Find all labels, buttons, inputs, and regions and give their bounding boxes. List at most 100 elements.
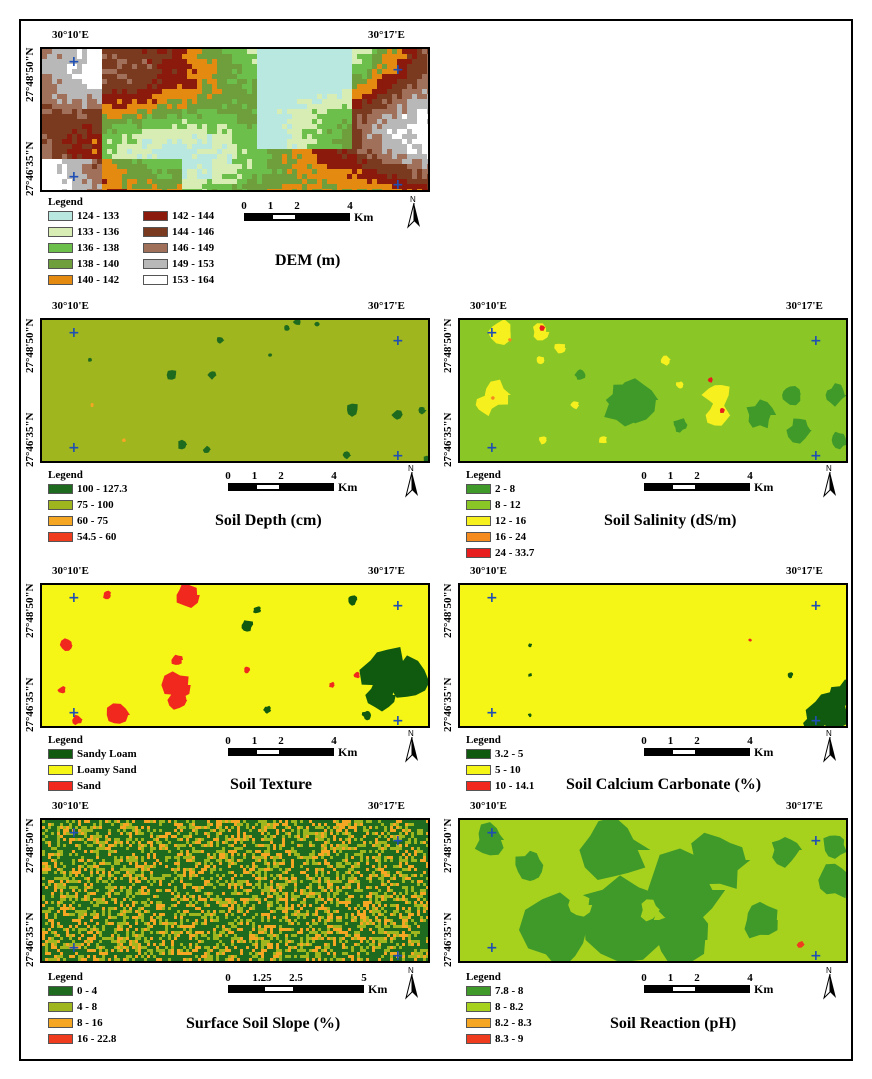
map-region [253,606,261,614]
scale-tick-label: 4 [331,735,337,747]
map-region [361,710,372,721]
map-region [574,369,586,380]
legend-swatch [466,516,491,527]
map-dem [40,47,430,192]
legend-label: 8 - 8.2 [495,1001,524,1013]
legend-swatch [48,986,73,997]
grid-cross-icon: + [392,713,404,729]
scale-unit: Km [754,480,774,494]
latitude-label-bottom: 27°46'35"N [442,677,454,732]
map-region [88,357,93,362]
latitude-label-bottom: 27°46'35"N [24,912,36,967]
grid-cross-icon: + [68,54,80,70]
legend-label: 8 - 16 [77,1017,103,1029]
map-region [691,832,751,889]
legend-item: 24 - 33.7 [466,547,534,559]
legend-item: 138 - 140 [48,258,119,270]
latitude-label-bottom: 27°46'35"N [442,912,454,967]
legend-title: Legend [48,734,83,746]
grid-cross-icon: + [486,705,498,721]
map-region [771,837,803,868]
scale-tick-label: 0 [225,470,231,482]
map-region [539,325,546,331]
north-arrow-icon: N [822,464,838,498]
map-region [475,394,496,417]
legend-label: 136 - 138 [77,242,120,254]
legend-item: 7.8 - 8 [466,985,523,997]
scale-bar: 0 1 2 4 Km [225,735,364,761]
legend-item: 3.2 - 5 [466,748,523,760]
longitude-label-left: 30°10'E [470,565,507,577]
map-region [533,876,548,893]
grid-cross-icon: + [486,825,498,841]
scale-unit: Km [754,982,774,996]
latitude-label-top: 27°48'50"N [442,818,454,873]
legend-label: 100 - 127.3 [77,483,128,495]
map-region [707,377,713,383]
north-label: N [826,966,832,975]
grid-cross-icon: + [392,333,404,349]
legend-swatch [48,781,73,792]
legend-item: 133 - 136 [48,226,119,238]
map-region [292,320,301,325]
scale-tick-label: 2 [694,735,700,747]
legend-item: 146 - 149 [143,242,214,254]
map-region [722,916,739,932]
latitude-label-bottom: 27°46'35"N [24,677,36,732]
map-background [42,585,428,726]
legend-label: 7.8 - 8 [495,985,524,997]
scale-bar: 0 1.25 2.5 5 Km [225,972,394,998]
longitude-label-left: 30°10'E [52,29,89,41]
scale-tick-label: 1 [667,972,674,984]
legend-label: 153 - 164 [172,274,215,286]
latitude-label-bottom: 27°46'35"N [442,412,454,467]
map-region [748,638,753,642]
map-texture [40,583,430,728]
scale-bar: 0 1 2 4 Km [241,200,380,226]
longitude-label-left: 30°10'E [52,800,89,812]
map-region [241,620,254,632]
grid-cross-icon: + [392,598,404,614]
scale-tick-label: 1 [251,470,258,482]
legend-label: Sand [77,780,101,792]
map-region [284,324,290,331]
map-region [675,381,684,389]
legend-item: 136 - 138 [48,242,119,254]
map-region [90,402,94,407]
scale-tick-label: 2 [278,735,284,747]
longitude-label-right: 30°17'E [786,300,823,312]
legend-swatch [48,211,73,222]
legend-label: 10 - 14.1 [495,780,535,792]
scale-tick-label: 4 [331,470,337,482]
scale-tick-label: 0 [641,972,647,984]
map-region [528,673,532,677]
scale-bar-graphic [228,985,364,993]
map-region [719,408,726,413]
scale-unit: Km [754,745,774,759]
map-region [554,343,566,354]
north-label: N [410,195,416,204]
map-region [57,686,66,694]
legend-item: 16 - 22.8 [48,1033,116,1045]
legend-item: 100 - 127.3 [48,483,127,495]
map-region [418,406,427,415]
legend-swatch [466,765,491,776]
map-region [604,384,646,427]
map-region [171,654,183,665]
map-region [599,436,607,444]
map-slope [40,818,430,963]
map-region [353,671,360,679]
grid-cross-icon: + [392,62,404,78]
map-region [59,638,73,651]
latitude-label-bottom: 27°46'35"N [24,141,36,196]
grid-cross-icon: + [486,940,498,956]
legend-title: Legend [48,469,83,481]
scale-bar-graphic [644,985,750,993]
legend-swatch [466,484,491,495]
legend-item: 8.2 - 8.3 [466,1017,532,1029]
legend-swatch [48,1034,73,1045]
map-region [268,353,273,357]
north-arrow-icon: N [404,966,420,1000]
north-label: N [826,464,832,473]
map-region [72,714,83,726]
